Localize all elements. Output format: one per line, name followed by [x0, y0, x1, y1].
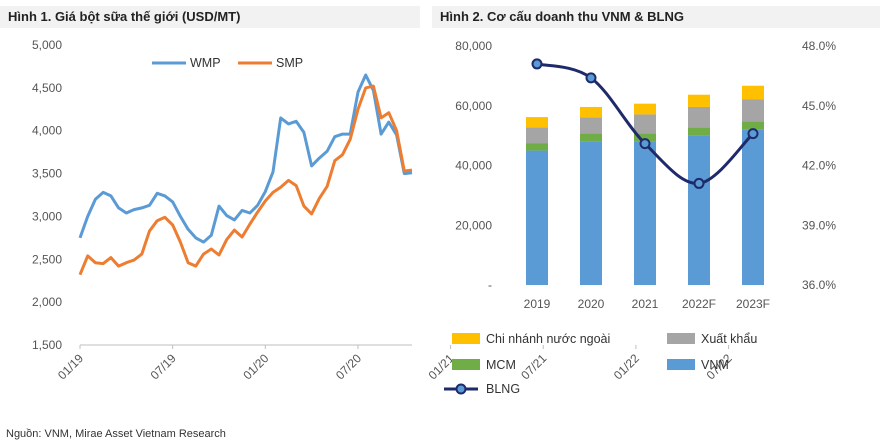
y-tick-label: 3,000	[32, 209, 62, 223]
y-tick-label: 2,500	[32, 252, 62, 266]
bar-vnm-2020	[580, 141, 602, 285]
x-tick-label: 2021	[632, 297, 659, 311]
bar-mcm-2020	[580, 133, 602, 142]
blng-marker-2021	[639, 138, 651, 150]
legend-label: WMP	[190, 56, 221, 70]
milk-price-line-chart: 1,500 2,000 2,500 3,000 3,500 4,000 4,500 5,000…	[32, 38, 735, 382]
x-tick-label: 2023F	[736, 297, 770, 311]
legend-swatch-mcm	[452, 359, 480, 370]
bar-vnm-2019	[526, 150, 548, 285]
chart2-title: Hình 2. Cơ cấu doanh thu VNM & BLNG	[432, 6, 880, 28]
legend-label: Xuất khẩu	[701, 332, 757, 346]
legend-label: MCM	[486, 358, 516, 372]
bar-chi-nhánh-nước-ngoài-2022f	[688, 94, 710, 107]
y2-tick-label: 39.0%	[802, 218, 836, 232]
legend-label: BLNG	[486, 382, 520, 396]
y2-tick-label: 36.0%	[802, 278, 836, 292]
blng-marker-2023f	[747, 128, 759, 140]
y-tick-label: 60,000	[455, 99, 492, 113]
bar-chi-nhánh-nước-ngoài-2021	[634, 103, 656, 115]
bar-xuất-khẩu-2021	[634, 114, 656, 134]
bar-chi-nhánh-nước-ngoài-2020	[580, 106, 602, 118]
chart1-title: Hình 1. Giá bột sữa thế giới (USD/MT)	[0, 6, 420, 28]
bar-vnm-2021	[634, 141, 656, 285]
y-tick-label: 5,000	[32, 38, 62, 52]
x-tick-label: 2019	[524, 297, 551, 311]
legend-label: Chi nhánh nước ngoài	[486, 332, 610, 346]
y-tick-label: 20,000	[455, 218, 492, 232]
y-tick-label: 1,500	[32, 338, 62, 352]
x-tick-label: 2022F	[682, 297, 716, 311]
y-tick-label: 80,000	[455, 39, 492, 53]
legend-marker-blng	[455, 383, 467, 395]
y2-tick-label: 48.0%	[802, 39, 836, 53]
bar-mcm-2022f	[688, 127, 710, 136]
x-tick-label: 2020	[578, 297, 605, 311]
y-tick-label: 2,000	[32, 295, 62, 309]
series-line-wmp	[78, 73, 413, 244]
bar-xuất-khẩu-2022f	[688, 106, 710, 128]
y2-tick-label: 42.0%	[802, 159, 836, 173]
bar-chi-nhánh-nước-ngoài-2019	[526, 117, 548, 128]
bar-mcm-2021	[634, 133, 656, 142]
y-tick-label: -	[488, 278, 492, 292]
bar-mcm-2023f	[742, 121, 764, 130]
blng-marker-2020	[585, 72, 597, 84]
bar-mcm-2019	[526, 143, 548, 151]
revenue-structure-bar-chart: - 20,000 40,000 60,000 80,000 36.0% 39.0% 42.0%…	[444, 39, 836, 396]
y-tick-label: 4,500	[32, 81, 62, 95]
y-tick-label: 3,500	[32, 167, 62, 181]
legend-swatch-xuất-khẩu	[667, 333, 695, 344]
blng-marker-2019	[531, 58, 543, 70]
legend-swatch-vnm	[667, 359, 695, 370]
y2-tick-label: 45.0%	[802, 99, 836, 113]
legend-label: VNM	[701, 358, 729, 372]
y-tick-label: 4,000	[32, 124, 62, 138]
legend-label: SMP	[276, 56, 303, 70]
bar-vnm-2022f	[688, 135, 710, 285]
bar-xuất-khẩu-2019	[526, 127, 548, 144]
bar-xuất-khẩu-2020	[580, 117, 602, 134]
y-tick-label: 40,000	[455, 159, 492, 173]
bar-vnm-2023f	[742, 129, 764, 285]
series-line-smp	[78, 84, 413, 276]
bar-chi-nhánh-nước-ngoài-2023f	[742, 85, 764, 100]
bar-xuất-khẩu-2023f	[742, 99, 764, 122]
legend-swatch-chi-nhánh-nước-ngoài	[452, 333, 480, 344]
blng-marker-2022f	[693, 177, 705, 189]
source-note: Nguồn: VNM, Mirae Asset Vietnam Research	[6, 428, 226, 440]
